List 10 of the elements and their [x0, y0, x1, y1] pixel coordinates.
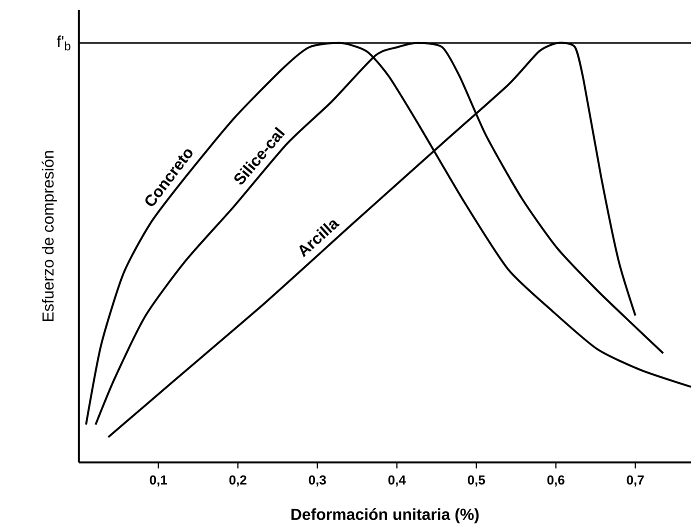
- x-tick-label: 0,6: [547, 475, 564, 487]
- x-tick-label: 0,4: [388, 475, 406, 487]
- x-tick-label: 0,7: [626, 475, 644, 487]
- x-tick-label: 0,5: [468, 475, 486, 487]
- x-tick-label: 0,3: [308, 475, 326, 487]
- x-tick-label: 0,1: [150, 475, 168, 487]
- x-axis-title: Deformación unitaria (%): [291, 508, 479, 524]
- y-axis-title: Esfuerzo de compresión: [42, 151, 57, 322]
- x-tick-label: 0,2: [229, 475, 246, 487]
- ref-line-label: f'$_{b}$: [56, 36, 70, 50]
